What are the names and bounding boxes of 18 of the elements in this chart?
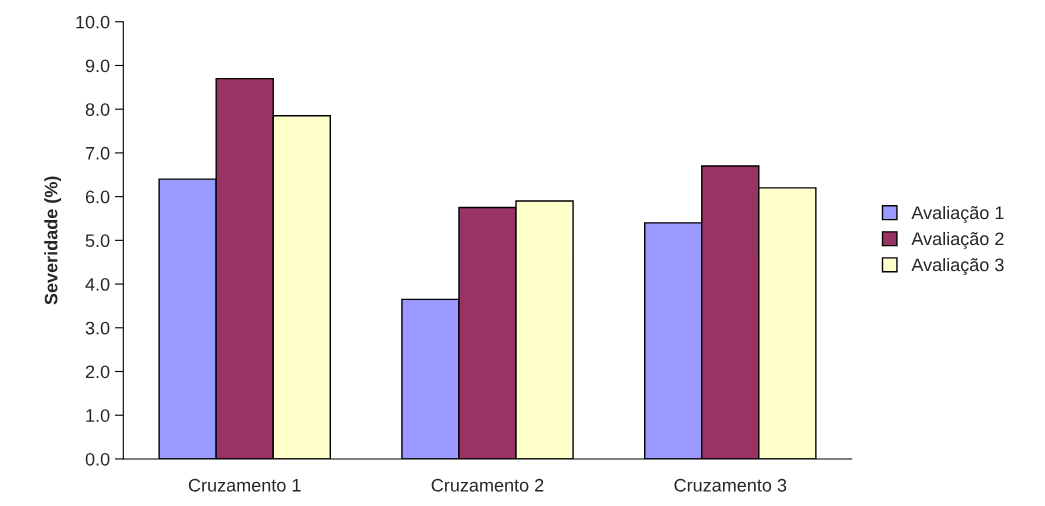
y-axis-title: Severidade (%)	[44, 176, 62, 305]
legend-label: Avaliação 3	[911, 257, 1004, 275]
y-tick-label: 5.0	[85, 234, 110, 248]
y-tick-label: 3.0	[85, 321, 110, 335]
y-tick-label: 10.0	[76, 15, 110, 29]
x-tick-label: Cruzamento 3	[674, 478, 787, 492]
legend-label: Avaliação 1	[911, 205, 1004, 223]
y-tick-label: 0.0	[85, 452, 110, 466]
y-tick-label: 7.0	[85, 146, 110, 160]
y-tick-label: 4.0	[85, 278, 110, 291]
x-tick-label: Cruzamento 2	[431, 478, 544, 492]
legend-label: Avaliação 2	[911, 231, 1004, 249]
y-tick-label: 9.0	[85, 59, 110, 73]
y-tick-label: 8.0	[85, 103, 110, 116]
y-tick-label: 2.0	[85, 365, 110, 379]
y-tick-label: 1.0	[86, 409, 110, 422]
y-tick-label: 6.0	[85, 190, 110, 204]
x-tick-label: Cruzamento 1	[188, 478, 301, 492]
